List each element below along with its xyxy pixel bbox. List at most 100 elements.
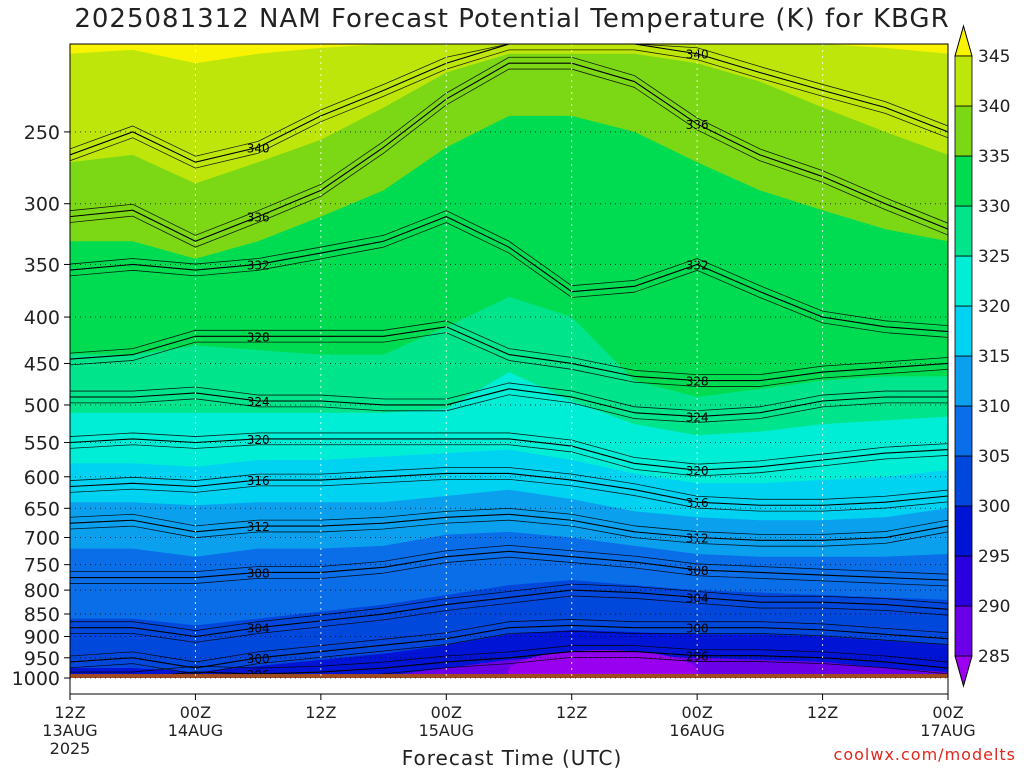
contour-minor-316-0 — [70, 467, 948, 500]
contour-minor-332-1 — [70, 222, 948, 338]
contour-296 — [70, 650, 948, 678]
contour-label-336-1: 336 — [686, 118, 709, 132]
contour-minor-320-1 — [70, 444, 948, 477]
contour-minor-324-1 — [70, 394, 948, 423]
y-tick-label-500: 500 — [24, 395, 60, 417]
colorbar-label-290: 290 — [978, 597, 1010, 617]
contour-label-340-1: 340 — [686, 48, 709, 62]
x-tick-label-72-0: 12Z — [807, 703, 838, 722]
colorbar-segment-3 — [954, 505, 973, 557]
contour-minor-340-1 — [70, 49, 948, 169]
contour-label-300-1: 300 — [686, 622, 709, 636]
y-tick-label-350: 350 — [24, 254, 60, 276]
contour-minor-328-0 — [70, 320, 948, 376]
colorbar-segment-9 — [954, 205, 973, 257]
colorbar-label-340: 340 — [978, 97, 1010, 117]
colorbar-top-arrow — [954, 24, 973, 57]
colorbar-label-300: 300 — [978, 497, 1010, 517]
colorbar-segment-7 — [954, 305, 973, 357]
ground-strip — [70, 674, 948, 678]
y-tick-label-450: 450 — [24, 353, 60, 375]
shade-band-345 — [70, 44, 948, 64]
contour-minor-332-0 — [70, 210, 948, 326]
y-tick-label-250: 250 — [24, 122, 60, 144]
colorbar-label-330: 330 — [978, 197, 1010, 217]
y-tick-label-300: 300 — [24, 194, 60, 216]
contour-label-324-0: 324 — [247, 395, 270, 409]
contour-minor-324-0 — [70, 382, 948, 412]
contour-minor-312-1 — [70, 519, 948, 547]
contour-label-332-0: 332 — [247, 258, 270, 272]
shade-band-340 — [70, 44, 948, 184]
plot-frame — [69, 43, 949, 695]
contour-324 — [70, 388, 948, 418]
x-tick-label-12-1: 14AUG — [168, 721, 223, 740]
y-tick-label-600: 600 — [24, 467, 60, 489]
contour-label-320-0: 320 — [247, 433, 270, 447]
colorbar-segment-11 — [954, 105, 973, 157]
contour-label-332-1: 332 — [686, 258, 709, 272]
contour-label-308-0: 308 — [247, 566, 270, 580]
x-tick-label-36-0: 00Z — [431, 703, 462, 722]
contour-minor-304-1 — [70, 595, 948, 643]
contour-316 — [70, 472, 948, 506]
x-tick-label-0-0: 12Z — [54, 703, 85, 722]
contour-label-328-0: 328 — [247, 330, 270, 344]
contour-label-316-0: 316 — [247, 474, 270, 488]
contour-minor-308-0 — [70, 544, 948, 575]
colorbar-segment-1 — [954, 605, 973, 657]
x-axis-title: Forecast Time (UTC) — [401, 746, 623, 770]
y-tick-label-900: 900 — [24, 626, 60, 648]
x-tick-label-0-1: 13AUG — [42, 721, 97, 740]
y-tick-label-950: 950 — [24, 648, 60, 670]
plot-area: 2962963003003043043083083123123163163203… — [70, 44, 948, 682]
contour-label-304-0: 304 — [247, 622, 270, 636]
colorbar-label-285: 285 — [978, 647, 1010, 667]
y-tick-label-850: 850 — [24, 604, 60, 626]
x-tick-label-60-1: 16AUG — [669, 721, 724, 740]
x-tick-label-0-2: 2025 — [50, 739, 91, 758]
x-tick-label-12-0: 00Z — [180, 703, 211, 722]
x-tick-label-48-0: 12Z — [556, 703, 587, 722]
colorbar-label-335: 335 — [978, 147, 1010, 167]
contour-minor-316-1 — [70, 478, 948, 512]
colorbar: 285 290 295 300 305 310 315 320 325 330 335 340 345 — [954, 24, 1010, 688]
contour-label-296-0: 296 — [247, 668, 270, 682]
colorbar-bottom-arrow — [954, 655, 973, 688]
contour-300 — [70, 624, 948, 669]
contour-label-336-0: 336 — [247, 211, 270, 225]
contour-minor-312-0 — [70, 507, 948, 535]
colorbar-label-325: 325 — [978, 247, 1010, 267]
colorbar-label-310: 310 — [978, 397, 1010, 417]
contour-minor-340-0 — [70, 44, 948, 157]
contour-label-300-0: 300 — [247, 652, 270, 666]
contour-minor-336-0 — [70, 56, 948, 236]
y-tick-label-650: 650 — [24, 498, 60, 520]
x-tick-label-36-1: 15AUG — [419, 721, 474, 740]
y-tick-label-1000: 1000 — [12, 668, 60, 690]
x-tick-label-24-0: 12Z — [305, 703, 336, 722]
colorbar-segment-4 — [954, 455, 973, 507]
y-tick-label-800: 800 — [24, 580, 60, 602]
y-tick-label-400: 400 — [24, 307, 60, 329]
colorbar-label-315: 315 — [978, 347, 1010, 367]
x-tick-label-84-1: 17AUG — [920, 721, 975, 740]
contour-minor-328-1 — [70, 332, 948, 387]
contour-minor-304-0 — [70, 583, 948, 631]
contour-label-312-0: 312 — [247, 520, 270, 534]
contour-320 — [70, 438, 948, 471]
colorbar-segment-2 — [954, 555, 973, 607]
x-tick-label-60-0: 00Z — [681, 703, 712, 722]
colorbar-segment-12 — [954, 55, 973, 107]
contour-minor-300-1 — [70, 630, 948, 675]
contour-308 — [70, 550, 948, 581]
contour-label-308-1: 308 — [686, 564, 709, 578]
contour-minor-320-0 — [70, 432, 948, 465]
contour-340 — [70, 44, 948, 163]
y-tick-label-750: 750 — [24, 555, 60, 577]
colorbar-label-305: 305 — [978, 447, 1010, 467]
colorbar-segment-6 — [954, 355, 973, 407]
y-tick-label-550: 550 — [24, 432, 60, 454]
contour-312 — [70, 513, 948, 541]
